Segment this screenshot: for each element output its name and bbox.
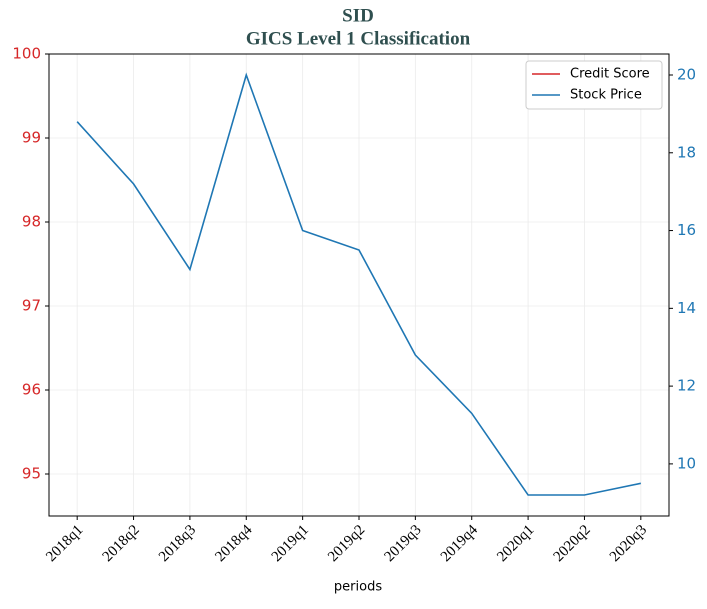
x-tick-label: 2020q3 [607,522,650,565]
x-tick-label: 2019q4 [438,522,481,565]
x-tick-label: 2018q4 [212,522,255,565]
chart-title: SID [342,5,374,26]
x-tick-label: 2020q2 [551,522,594,565]
x-tick-label: 2018q3 [156,522,199,565]
y2-tick-label: 10 [677,454,696,472]
x-tick-label: 2018q1 [43,522,86,565]
y-tick-label: 96 [22,381,41,399]
x-tick-label: 2019q1 [269,522,312,565]
y2-tick-label: 18 [677,143,696,161]
y-tick-label: 97 [22,297,41,315]
chart-subtitle: GICS Level 1 Classification [246,28,471,49]
x-tick-label: 2019q2 [325,522,368,565]
x-tick-label: 2019q3 [381,522,424,565]
legend-box [525,60,663,110]
y2-tick-label: 12 [677,377,696,395]
y2-tick-label: 20 [677,66,696,84]
y-tick-label: 95 [22,465,41,483]
legend-label: Stock Price [570,88,642,103]
x-tick-label: 2018q2 [100,522,143,565]
series-line [76,72,641,496]
legend-label: Credit Score [570,67,650,82]
y2-tick-label: 16 [677,221,696,239]
y-tick-label: 99 [22,129,41,147]
y-tick-label: 100 [12,45,41,63]
y-tick-label: 98 [22,213,41,231]
x-axis-label: periods [334,580,382,595]
x-tick-label: 2020q1 [494,522,537,565]
y2-tick-label: 14 [677,299,696,317]
